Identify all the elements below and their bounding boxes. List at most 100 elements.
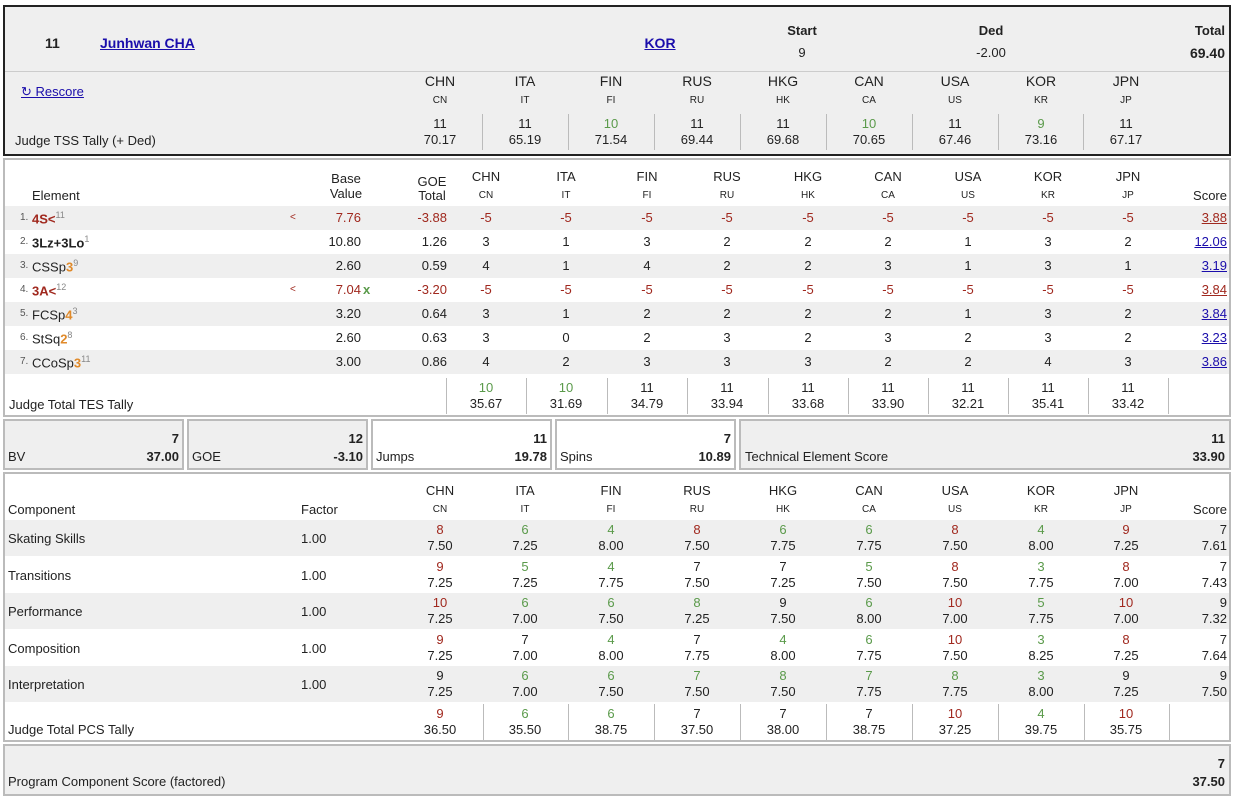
tes-value: 33.90: [1192, 449, 1225, 464]
judge-goe-mark: 3: [643, 234, 651, 249]
judge-goe-mark: 1: [562, 306, 570, 321]
column-divider: [740, 114, 741, 150]
pcs-tally-value: 38.75: [594, 722, 628, 737]
judge-goe-mark: 3: [723, 354, 731, 369]
element-order: 1: [84, 234, 90, 244]
tss-tally-rank: 11: [776, 116, 790, 131]
column-divider: [1088, 378, 1089, 414]
column-divider: [568, 114, 569, 150]
pcs-tally-rank: 9: [436, 706, 444, 721]
judge-goe-mark: -5: [1122, 282, 1134, 297]
judge-name: CAN: [855, 483, 883, 498]
judge-name: KOR: [1026, 483, 1056, 498]
bv-rank: 7: [171, 431, 179, 446]
goe-total: 1.26: [421, 234, 447, 249]
tes-tally-value: 33.94: [710, 396, 744, 411]
element-score-link[interactable]: 3.23: [1201, 330, 1227, 345]
judge-pcs-mark: 7.75: [856, 538, 882, 553]
element-score-link[interactable]: 3.84: [1201, 306, 1227, 321]
element-order: 8: [67, 330, 73, 340]
tes-tally-rank: 11: [961, 380, 975, 395]
judge-goe-mark: 2: [723, 234, 731, 249]
judge-pcs-rank: 6: [865, 522, 873, 537]
nation-link[interactable]: KOR: [644, 35, 676, 51]
element-order: 9: [73, 258, 79, 268]
judge-pcs-rank: 6: [521, 522, 529, 537]
goe-total: 0.86: [421, 354, 447, 369]
component-row: Interpretation 1.00 9 7.25 6 7.00 6 7.50 7 7.50 8 7…: [5, 666, 1229, 702]
judge-code: CA: [881, 190, 895, 201]
judge-pcs-rank: 8: [436, 522, 444, 537]
component-factor: 1.00: [301, 677, 327, 692]
element-name: CSSp39: [32, 258, 78, 274]
column-divider: [912, 114, 913, 150]
goe-total: 0.59: [421, 258, 447, 273]
element-score-link[interactable]: 3.19: [1201, 258, 1227, 273]
tes-tally-rank: 11: [720, 380, 734, 395]
judge-goe-mark: -5: [802, 210, 814, 225]
component-name: Interpretation: [8, 677, 85, 692]
rescore-link[interactable]: ↻ Rescore: [21, 84, 84, 99]
column-divider: [826, 704, 827, 740]
judge-goe-mark: 2: [884, 234, 892, 249]
element-number: 4.: [20, 284, 29, 295]
judge-pcs-rank: 6: [865, 631, 873, 647]
judge-pcs-rank: 10: [1118, 595, 1134, 610]
judge-code: JP: [1120, 95, 1132, 106]
judge-pcs-mark: 7.50: [942, 647, 968, 663]
judge-goe-mark: 2: [1124, 330, 1132, 345]
tes-box: Technical Element Score 11 33.90: [739, 419, 1231, 470]
tss-tally-value: 65.19: [508, 132, 542, 147]
column-divider: [928, 378, 929, 414]
column-divider: [607, 378, 608, 414]
judge-pcs-mark: 7.50: [684, 574, 710, 590]
judge-pcs-rank: 8: [951, 668, 959, 683]
judge-code: RU: [689, 504, 705, 515]
judge-pcs-mark: 7.75: [684, 647, 710, 663]
judge-goe-mark: 3: [482, 234, 490, 249]
judge-pcs-mark: 7.75: [598, 574, 624, 590]
judge-pcs-mark: 7.50: [598, 611, 624, 626]
underrotation-flag: <: [290, 284, 296, 295]
judge-name: CAN: [874, 169, 902, 184]
judge-goe-mark: 3: [884, 330, 892, 345]
skater-name-link[interactable]: Junhwan CHA: [100, 35, 195, 51]
judge-goe-mark: 2: [804, 330, 812, 345]
judge-pcs-mark: 7.75: [856, 647, 882, 663]
judge-goe-mark: 2: [964, 354, 972, 369]
tss-tally-rank: 10: [861, 116, 877, 131]
element-score-link[interactable]: 3.86: [1201, 354, 1227, 369]
judge-goe-mark: 4: [482, 258, 490, 273]
jumps-label: Jumps: [376, 449, 415, 464]
judge-pcs-mark: 7.00: [512, 611, 538, 626]
judge-pcs-mark: 7.75: [1028, 574, 1054, 590]
judge-pcs-mark: 8.00: [770, 647, 796, 663]
element-score-link[interactable]: 3.84: [1201, 282, 1227, 297]
skater-rank: 11: [45, 35, 60, 51]
element-code: StSq: [32, 331, 61, 347]
pcs-tally-value: 36.50: [423, 722, 457, 737]
judge-pcs-rank: 8: [693, 595, 701, 610]
column-divider: [483, 704, 484, 740]
judge-goe-mark: 1: [964, 234, 972, 249]
component-row: Transitions 1.00 9 7.25 5 7.25 4 7.75 7 7.50 7 7.25…: [5, 557, 1229, 593]
tes-tally-value: 35.67: [469, 396, 503, 411]
judge-goe-mark: 4: [1044, 354, 1052, 369]
judge-pcs-mark: 8.00: [1028, 684, 1054, 699]
judge-name: RUS: [683, 483, 711, 498]
component-col-header: Component: [8, 502, 76, 517]
judge-pcs-mark: 7.25: [512, 574, 538, 590]
judge-code: CN: [478, 190, 494, 201]
judge-goe-mark: 4: [482, 354, 490, 369]
element-score-link[interactable]: 3.88: [1201, 210, 1227, 225]
judge-code: CA: [862, 95, 876, 106]
element-number: 1.: [20, 212, 29, 223]
judge-goe-mark: -5: [480, 282, 492, 297]
bv-value: 37.00: [146, 449, 179, 464]
judge-pcs-rank: 10: [947, 595, 963, 610]
element-order: 11: [81, 354, 91, 364]
tes-tally-rank: 10: [558, 380, 574, 395]
tes-tally-rank: 11: [640, 380, 654, 395]
element-score-link[interactable]: 12.06: [1194, 234, 1227, 249]
component-factor: 1.00: [301, 531, 327, 546]
